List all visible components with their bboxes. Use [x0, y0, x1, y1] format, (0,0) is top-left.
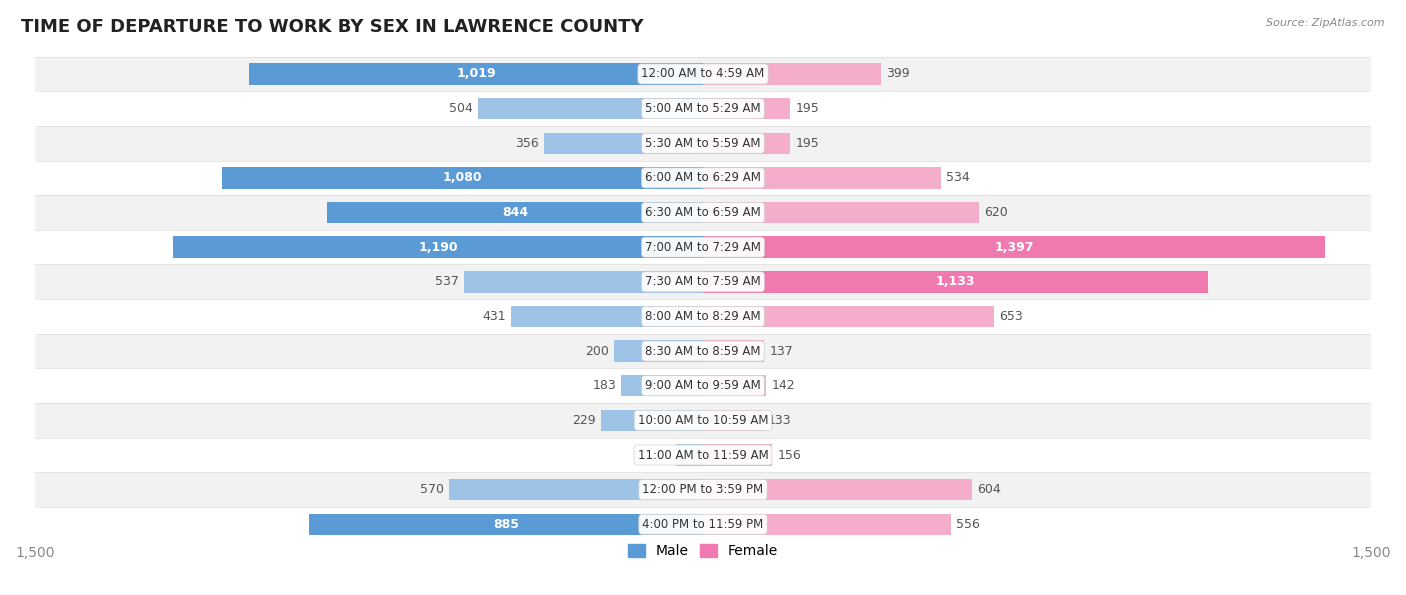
Bar	[478, 98, 703, 120]
Bar	[249, 63, 703, 84]
Bar	[173, 236, 703, 258]
Bar	[703, 306, 994, 327]
Bar	[35, 403, 1371, 438]
Bar	[449, 479, 703, 500]
Text: 183: 183	[592, 379, 616, 392]
Bar	[35, 265, 1371, 299]
Text: 604: 604	[977, 483, 1001, 496]
Text: 570: 570	[420, 483, 444, 496]
Bar	[703, 375, 766, 396]
Bar	[35, 507, 1371, 541]
Text: 5:00 AM to 5:29 AM: 5:00 AM to 5:29 AM	[645, 102, 761, 115]
Bar	[544, 133, 703, 154]
Text: 12:00 AM to 4:59 AM: 12:00 AM to 4:59 AM	[641, 67, 765, 80]
Bar	[703, 63, 880, 84]
Text: 537: 537	[434, 275, 458, 289]
Text: 5:30 AM to 5:59 AM: 5:30 AM to 5:59 AM	[645, 137, 761, 150]
Bar	[703, 409, 762, 431]
Bar	[703, 236, 1326, 258]
Text: 620: 620	[984, 206, 1008, 219]
Bar	[510, 306, 703, 327]
Text: 6:00 AM to 6:29 AM: 6:00 AM to 6:29 AM	[645, 171, 761, 184]
Text: 885: 885	[494, 518, 519, 531]
Bar	[35, 299, 1371, 334]
Text: 133: 133	[768, 414, 792, 427]
Bar	[703, 167, 941, 189]
Bar	[35, 195, 1371, 230]
Bar	[621, 375, 703, 396]
Bar	[35, 334, 1371, 368]
Text: 195: 195	[796, 137, 818, 150]
Text: 8:30 AM to 8:59 AM: 8:30 AM to 8:59 AM	[645, 345, 761, 358]
Text: 399: 399	[886, 67, 910, 80]
Text: 229: 229	[572, 414, 596, 427]
Text: 653: 653	[1000, 310, 1024, 323]
Text: 1,019: 1,019	[456, 67, 496, 80]
Bar	[703, 202, 979, 223]
Bar	[703, 98, 790, 120]
Text: 142: 142	[772, 379, 796, 392]
Legend: Male, Female: Male, Female	[623, 538, 783, 563]
Bar	[464, 271, 703, 293]
Bar	[703, 444, 772, 466]
Bar	[35, 230, 1371, 265]
Bar	[328, 202, 703, 223]
Text: 1,397: 1,397	[994, 240, 1033, 253]
Text: 10:00 AM to 10:59 AM: 10:00 AM to 10:59 AM	[638, 414, 768, 427]
Text: 61: 61	[655, 449, 671, 462]
Bar	[614, 340, 703, 362]
Text: 844: 844	[502, 206, 529, 219]
Text: 195: 195	[796, 102, 818, 115]
Bar	[35, 438, 1371, 472]
Bar	[703, 340, 763, 362]
Bar	[35, 57, 1371, 91]
Text: 8:00 AM to 8:29 AM: 8:00 AM to 8:29 AM	[645, 310, 761, 323]
Text: TIME OF DEPARTURE TO WORK BY SEX IN LAWRENCE COUNTY: TIME OF DEPARTURE TO WORK BY SEX IN LAWR…	[21, 18, 644, 36]
Text: 7:30 AM to 7:59 AM: 7:30 AM to 7:59 AM	[645, 275, 761, 289]
Text: 156: 156	[778, 449, 801, 462]
Bar	[35, 91, 1371, 126]
Text: 7:00 AM to 7:29 AM: 7:00 AM to 7:29 AM	[645, 240, 761, 253]
Text: 556: 556	[956, 518, 980, 531]
Text: 11:00 AM to 11:59 AM: 11:00 AM to 11:59 AM	[638, 449, 768, 462]
Bar	[703, 133, 790, 154]
Text: 200: 200	[585, 345, 609, 358]
Bar	[309, 513, 703, 535]
Bar	[222, 167, 703, 189]
Bar	[703, 479, 972, 500]
Text: 534: 534	[946, 171, 970, 184]
Text: 1,190: 1,190	[418, 240, 458, 253]
Text: 356: 356	[516, 137, 538, 150]
Bar	[600, 409, 703, 431]
Text: 504: 504	[450, 102, 474, 115]
Text: 431: 431	[482, 310, 506, 323]
Bar	[35, 161, 1371, 195]
Bar	[676, 444, 703, 466]
Bar	[35, 126, 1371, 161]
Text: 6:30 AM to 6:59 AM: 6:30 AM to 6:59 AM	[645, 206, 761, 219]
Bar	[35, 472, 1371, 507]
Text: Source: ZipAtlas.com: Source: ZipAtlas.com	[1267, 18, 1385, 28]
Text: 1,080: 1,080	[443, 171, 482, 184]
Text: 137: 137	[769, 345, 793, 358]
Bar	[703, 271, 1208, 293]
Text: 1,133: 1,133	[935, 275, 976, 289]
Text: 12:00 PM to 3:59 PM: 12:00 PM to 3:59 PM	[643, 483, 763, 496]
Bar	[35, 368, 1371, 403]
Text: 4:00 PM to 11:59 PM: 4:00 PM to 11:59 PM	[643, 518, 763, 531]
Text: 9:00 AM to 9:59 AM: 9:00 AM to 9:59 AM	[645, 379, 761, 392]
Bar	[703, 513, 950, 535]
